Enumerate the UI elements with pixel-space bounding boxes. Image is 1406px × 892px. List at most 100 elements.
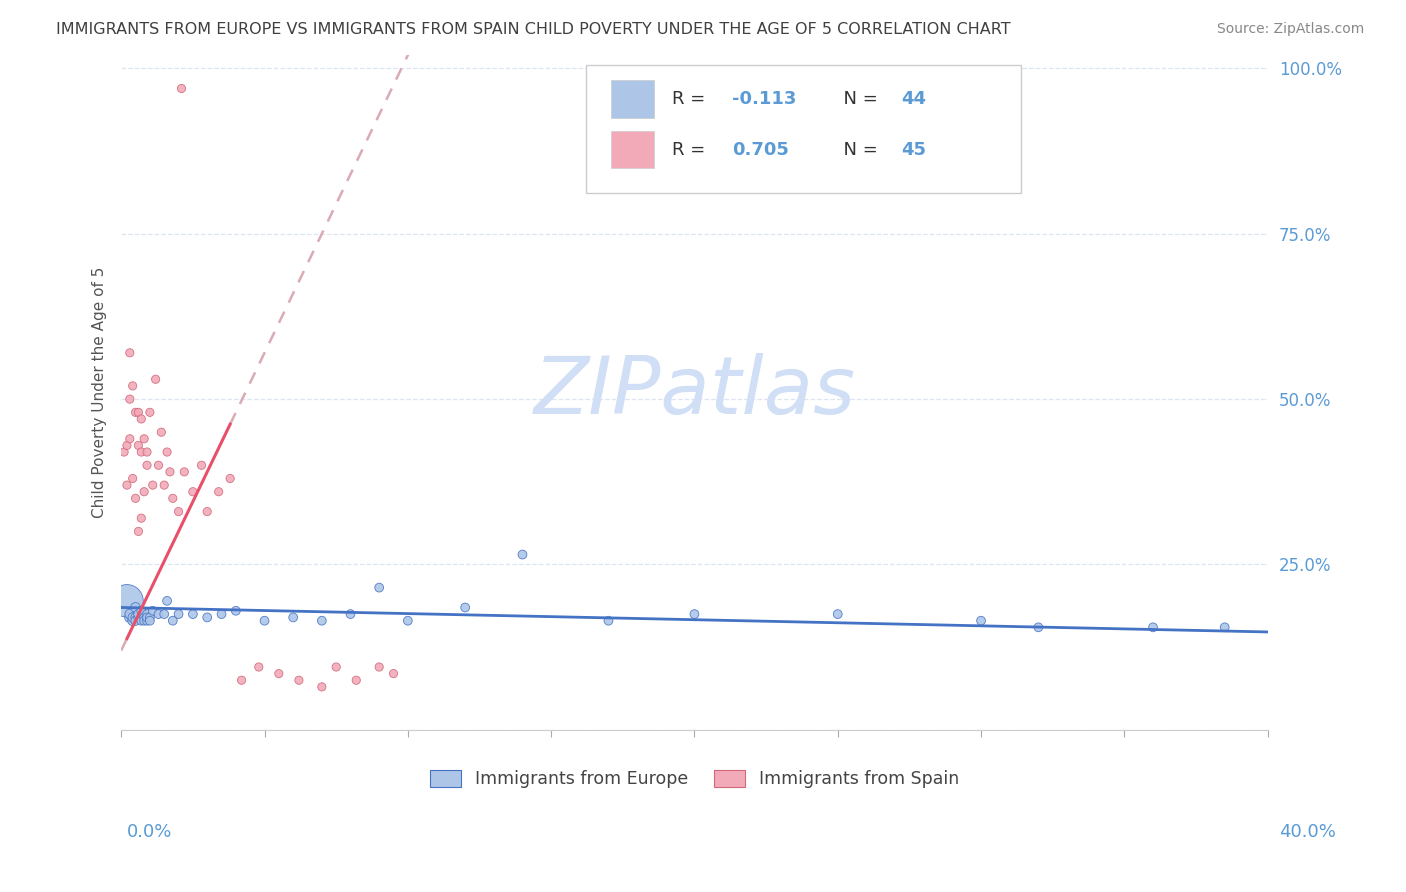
Point [156, 594, 179, 608]
Point [311, 680, 333, 694]
Point [231, 673, 253, 688]
Point [115, 594, 138, 608]
Point [167, 504, 190, 518]
Point [153, 607, 176, 621]
Point [129, 511, 152, 525]
Point [118, 610, 141, 624]
Point [211, 607, 233, 621]
Point [512, 548, 534, 562]
Point [396, 614, 419, 628]
Point [145, 372, 167, 386]
FancyBboxPatch shape [610, 80, 654, 118]
Point [153, 478, 176, 492]
Point [115, 478, 138, 492]
Text: N =: N = [832, 90, 883, 108]
Point [219, 471, 242, 485]
Point [181, 484, 204, 499]
Point [454, 600, 477, 615]
Point [339, 607, 361, 621]
Point [127, 524, 149, 539]
Point [121, 471, 143, 485]
Point [127, 438, 149, 452]
Point [127, 607, 149, 621]
Point [247, 660, 270, 674]
Point [195, 504, 218, 518]
Point [134, 610, 156, 624]
Point [208, 484, 231, 499]
Point [112, 445, 135, 459]
Point [267, 666, 290, 681]
FancyBboxPatch shape [585, 65, 1021, 194]
Point [124, 610, 146, 624]
Point [136, 458, 159, 473]
Point [1142, 620, 1164, 634]
Point [136, 445, 159, 459]
Point [121, 379, 143, 393]
Point [129, 604, 152, 618]
Text: ZIPatlas: ZIPatlas [533, 353, 855, 432]
Point [159, 465, 181, 479]
Point [1213, 620, 1236, 634]
Point [148, 607, 170, 621]
Point [121, 610, 143, 624]
Point [170, 81, 193, 95]
Point [827, 607, 849, 621]
Point [129, 412, 152, 426]
Point [136, 614, 159, 628]
Point [970, 614, 993, 628]
Point [344, 673, 367, 688]
Text: N =: N = [832, 141, 883, 159]
Point [124, 491, 146, 506]
Point [598, 614, 620, 628]
Point [118, 607, 141, 621]
Point [325, 660, 347, 674]
Text: 0.705: 0.705 [733, 141, 789, 159]
Point [127, 405, 149, 419]
Text: Source: ZipAtlas.com: Source: ZipAtlas.com [1216, 22, 1364, 37]
Point [121, 614, 143, 628]
Point [382, 666, 405, 681]
Text: IMMIGRANTS FROM EUROPE VS IMMIGRANTS FROM SPAIN CHILD POVERTY UNDER THE AGE OF 5: IMMIGRANTS FROM EUROPE VS IMMIGRANTS FRO… [56, 22, 1011, 37]
Point [118, 346, 141, 360]
Point [195, 610, 218, 624]
Point [156, 445, 179, 459]
Point [683, 607, 706, 621]
Text: 0.0%: 0.0% [127, 822, 172, 840]
Point [115, 438, 138, 452]
Point [118, 432, 141, 446]
Point [134, 484, 156, 499]
Point [368, 581, 391, 595]
Point [148, 458, 170, 473]
Point [124, 600, 146, 615]
Point [225, 604, 247, 618]
Text: 44: 44 [901, 90, 925, 108]
Point [127, 610, 149, 624]
Point [139, 405, 162, 419]
Text: 45: 45 [901, 141, 925, 159]
Point [129, 445, 152, 459]
Point [311, 614, 333, 628]
Point [139, 610, 162, 624]
Point [124, 405, 146, 419]
Point [253, 614, 276, 628]
Point [190, 458, 212, 473]
Y-axis label: Child Poverty Under the Age of 5: Child Poverty Under the Age of 5 [93, 267, 107, 518]
Text: -0.113: -0.113 [733, 90, 797, 108]
Point [162, 614, 184, 628]
Point [118, 392, 141, 406]
Point [136, 607, 159, 621]
Point [142, 604, 165, 618]
Point [124, 614, 146, 628]
Point [283, 610, 305, 624]
Point [288, 673, 311, 688]
Text: R =: R = [672, 90, 710, 108]
Point [129, 614, 152, 628]
Point [136, 610, 159, 624]
Point [134, 614, 156, 628]
Point [1028, 620, 1050, 634]
Point [181, 607, 204, 621]
Point [139, 614, 162, 628]
Text: R =: R = [672, 141, 710, 159]
Point [368, 660, 391, 674]
Legend: Immigrants from Europe, Immigrants from Spain: Immigrants from Europe, Immigrants from … [423, 763, 966, 796]
